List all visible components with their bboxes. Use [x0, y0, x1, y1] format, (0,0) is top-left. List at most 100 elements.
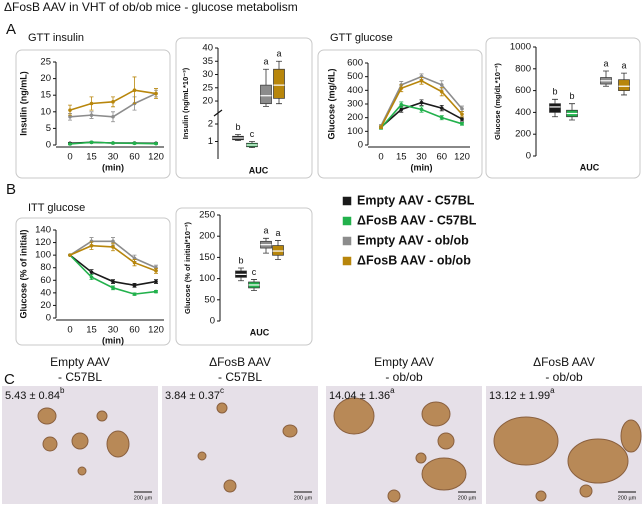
- data-point: [89, 275, 94, 279]
- y-tick-label: 400: [347, 85, 363, 96]
- x-tick-label: 30: [108, 152, 119, 163]
- scale-label: 200 µm: [458, 495, 477, 501]
- stained-islet: [415, 452, 427, 464]
- significance-letter: b: [552, 87, 557, 97]
- stained-islet: [216, 402, 228, 414]
- stained-islet: [223, 479, 237, 493]
- stained-islet: [421, 457, 467, 491]
- frame: [485, 37, 641, 179]
- data-point: [419, 107, 424, 112]
- y-tick-label: 0: [46, 313, 51, 324]
- y-tick-label: 80: [40, 262, 51, 273]
- significance-letter: a: [263, 226, 268, 236]
- data-point: [154, 279, 158, 284]
- legend-label: Empty AAV - C57BL: [357, 193, 475, 207]
- x-axis-label: AUC: [249, 165, 269, 175]
- stained-islet: [77, 466, 87, 476]
- stained-islet: [387, 489, 401, 503]
- data-point: [419, 78, 424, 83]
- y-tick-label: 1: [208, 136, 213, 147]
- legend-swatch: [341, 195, 353, 207]
- significance-letter: c: [250, 129, 255, 139]
- image-caption: - ob/ob: [545, 370, 583, 384]
- box: [272, 245, 284, 256]
- y-tick-label: 20: [40, 73, 51, 84]
- frame: [15, 217, 171, 346]
- image-caption: - ob/ob: [385, 370, 423, 384]
- data-point: [439, 89, 444, 94]
- x-tick-label: 60: [129, 325, 140, 336]
- y-tick-label: 600: [515, 85, 531, 96]
- significance-letter: a: [603, 58, 608, 68]
- y-tick-label: 1000: [510, 42, 531, 53]
- data-point: [154, 141, 158, 146]
- data-point: [460, 106, 464, 111]
- y-tick-label: 2: [208, 119, 213, 130]
- data-point: [111, 141, 115, 145]
- stained-islet: [96, 410, 108, 422]
- x-tick-label: 120: [148, 325, 164, 336]
- y-tick-label: 600: [347, 58, 363, 69]
- data-point: [111, 114, 115, 119]
- data-point: [111, 100, 115, 104]
- histology-image: [162, 386, 318, 504]
- stained-islet: [282, 424, 298, 438]
- stained-islet: [620, 419, 642, 453]
- y-tick-label: 400: [515, 107, 531, 118]
- significance-letter: a: [276, 49, 281, 59]
- data-point: [460, 117, 464, 121]
- stained-islet: [37, 407, 57, 425]
- frame: [175, 37, 313, 179]
- data-point: [439, 83, 444, 87]
- panel-label: B: [6, 181, 16, 198]
- y-tick-label: 200: [347, 112, 363, 123]
- x-tick-label: 120: [148, 152, 164, 163]
- y-tick-label: 800: [515, 63, 531, 74]
- data-point: [399, 102, 404, 107]
- stained-islet: [579, 484, 593, 498]
- quantification: 5.43 ± 0.84b: [5, 386, 65, 402]
- panel-label: C: [4, 371, 15, 388]
- y-tick-label: 60: [40, 275, 51, 286]
- y-tick-label: 20: [40, 300, 51, 311]
- data-point: [68, 114, 72, 119]
- image-caption: - C57BL: [58, 370, 102, 384]
- legend-swatch: [341, 235, 353, 247]
- stained-islet: [421, 401, 451, 427]
- data-point: [132, 292, 137, 296]
- significance-letter: a: [550, 386, 555, 395]
- frame: [317, 49, 483, 179]
- data-point: [111, 279, 115, 284]
- y-tick-label: 100: [35, 250, 51, 261]
- legend-label: ΔFosB AAV - ob/ob: [357, 253, 471, 267]
- y-tick-label: 300: [347, 99, 363, 110]
- y-tick-label: 5: [46, 123, 51, 134]
- y-tick-label: 140: [35, 225, 51, 236]
- chart-title: ITT glucose: [28, 202, 85, 214]
- y-tick-label: 200: [515, 129, 531, 140]
- image-caption: ΔFosB AAV: [209, 355, 271, 369]
- y-tick-label: 150: [199, 252, 215, 263]
- data-point: [460, 122, 464, 126]
- data-point: [68, 253, 72, 257]
- y-axis-label: Insulin (ng/mL*10⁻³): [181, 67, 190, 139]
- data-point: [89, 243, 94, 248]
- scale-label: 200 µm: [618, 495, 637, 501]
- significance-letter: a: [275, 228, 280, 238]
- chart-title: GTT insulin: [28, 32, 84, 44]
- legend-label: ΔFosB AAV - C57BL: [357, 213, 477, 227]
- figure-title: ΔFosB AAV in VHT of ob/ob mice - glucose…: [4, 0, 298, 14]
- data-point: [399, 107, 404, 112]
- y-tick-label: 50: [204, 294, 215, 305]
- data-point: [132, 260, 137, 265]
- data-point: [460, 112, 464, 117]
- significance-letter: c: [252, 267, 257, 277]
- box: [260, 84, 272, 105]
- significance-letter: b: [238, 255, 243, 265]
- data-point: [111, 245, 115, 249]
- image-caption: Empty AAV: [50, 355, 110, 369]
- y-tick-label: 30: [202, 69, 213, 80]
- x-axis-label: AUC: [580, 162, 600, 172]
- stained-islet: [106, 430, 130, 458]
